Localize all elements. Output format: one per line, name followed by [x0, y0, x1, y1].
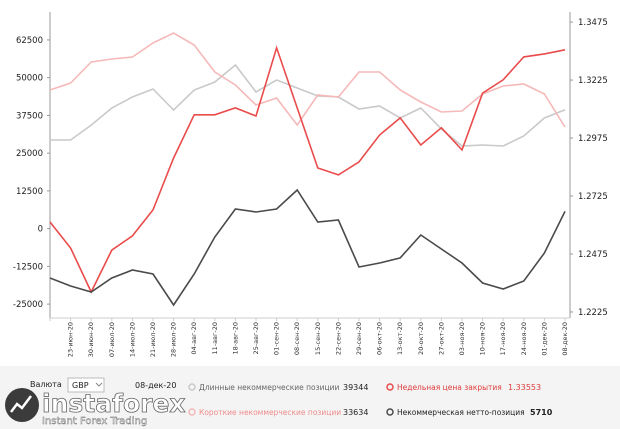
x-tick-label: 27-окт-20 [437, 322, 445, 355]
logo-name: instaforex [42, 389, 186, 418]
y2-tick-label: 1.3225 [578, 76, 608, 86]
y2-tick-label: 1.2725 [578, 192, 608, 202]
x-tick-label: 29-сен-20 [355, 322, 363, 355]
logo-tagline: Instant Forex Trading [42, 416, 147, 427]
y-tick-label: 0 [38, 225, 43, 235]
legend-value: 39344 [343, 383, 368, 392]
legend-value: 5710 [530, 408, 553, 417]
legend-marker [386, 383, 394, 391]
x-tick-label: 04-авг-20 [190, 322, 198, 354]
x-tick-label: 01-сен-20 [273, 322, 281, 355]
y-tick-label: 12500 [16, 187, 43, 197]
currency-label: Валюта [30, 380, 62, 389]
y2-tick-label: 1.2475 [578, 250, 608, 260]
x-tick-label: 30-июн-20 [87, 322, 95, 357]
dropdown-arrow [95, 382, 103, 387]
y-tick-label: 62500 [16, 36, 43, 46]
currency-select[interactable] [67, 377, 105, 393]
legend-label: Длинные некоммерческие позиции [199, 383, 339, 392]
logo-icon [5, 388, 39, 422]
x-tick-label: 20-окт-20 [417, 322, 425, 355]
series-line [49, 188, 566, 307]
legend-value: 1.33553 [508, 383, 541, 392]
x-tick-label: 21-июл-20 [149, 322, 157, 357]
series-line [49, 32, 566, 128]
legend-label: Короткие некоммерческие позиции [199, 408, 341, 417]
y2-tick-label: 1.2225 [578, 308, 608, 318]
x-tick-label: 01-дек-20 [540, 322, 548, 356]
x-tick-label: 06-окт-20 [376, 322, 384, 355]
y-tick-label: 37500 [16, 111, 43, 121]
x-tick-label: 10-ноя-20 [479, 322, 487, 355]
x-tick-label: 03-ноя-20 [458, 322, 466, 355]
series-line [50, 63, 566, 147]
x-tick-label: 17-ноя-20 [499, 322, 507, 355]
x-tick-label: 18-авг-20 [231, 322, 239, 354]
legend-marker [188, 383, 196, 391]
x-tick-label: 14-июл-20 [128, 322, 136, 357]
x-tick-label: 25-авг-20 [252, 322, 260, 354]
legend-label: Некоммерческая нетто-позиция [397, 408, 525, 417]
x-tick-label: 08-сен-20 [293, 322, 301, 355]
y-tick-label: -25000 [13, 300, 43, 310]
x-tick-label: 24-ноя-20 [520, 322, 528, 355]
y-tick-label: 50000 [16, 74, 43, 84]
y2-tick-label: 1.3475 [578, 18, 608, 28]
bottom-panel [0, 366, 620, 429]
logo-icon-line [10, 395, 32, 413]
x-tick-label: 23-июн-20 [67, 322, 75, 357]
logo: instaforex Instant Forex Trading [5, 388, 186, 427]
x-tick-label: 22-сен-20 [334, 322, 342, 355]
x-tick-label: 28-июл-20 [170, 322, 178, 357]
legend-value: 33634 [343, 408, 368, 417]
series-line [49, 45, 566, 294]
x-tick-label: 13-окт-20 [396, 322, 404, 355]
x-tick-label: 15-сен-20 [314, 322, 322, 355]
legend-marker [188, 408, 196, 416]
x-tick-label: 08-дек-20 [561, 322, 569, 356]
date: 08-дек-20 [135, 381, 176, 390]
legend-label: Недельная цена закрытия [397, 383, 502, 392]
y2-tick-label: 1.2975 [578, 134, 608, 144]
y-tick-label: -12500 [13, 262, 43, 272]
legend-marker [386, 408, 394, 416]
currency-value[interactable]: GBP [72, 381, 89, 390]
y-tick-label: 25000 [16, 149, 43, 159]
x-tick-label: 11-авг-20 [211, 322, 219, 354]
x-tick-label: 07-июл-20 [108, 322, 116, 357]
